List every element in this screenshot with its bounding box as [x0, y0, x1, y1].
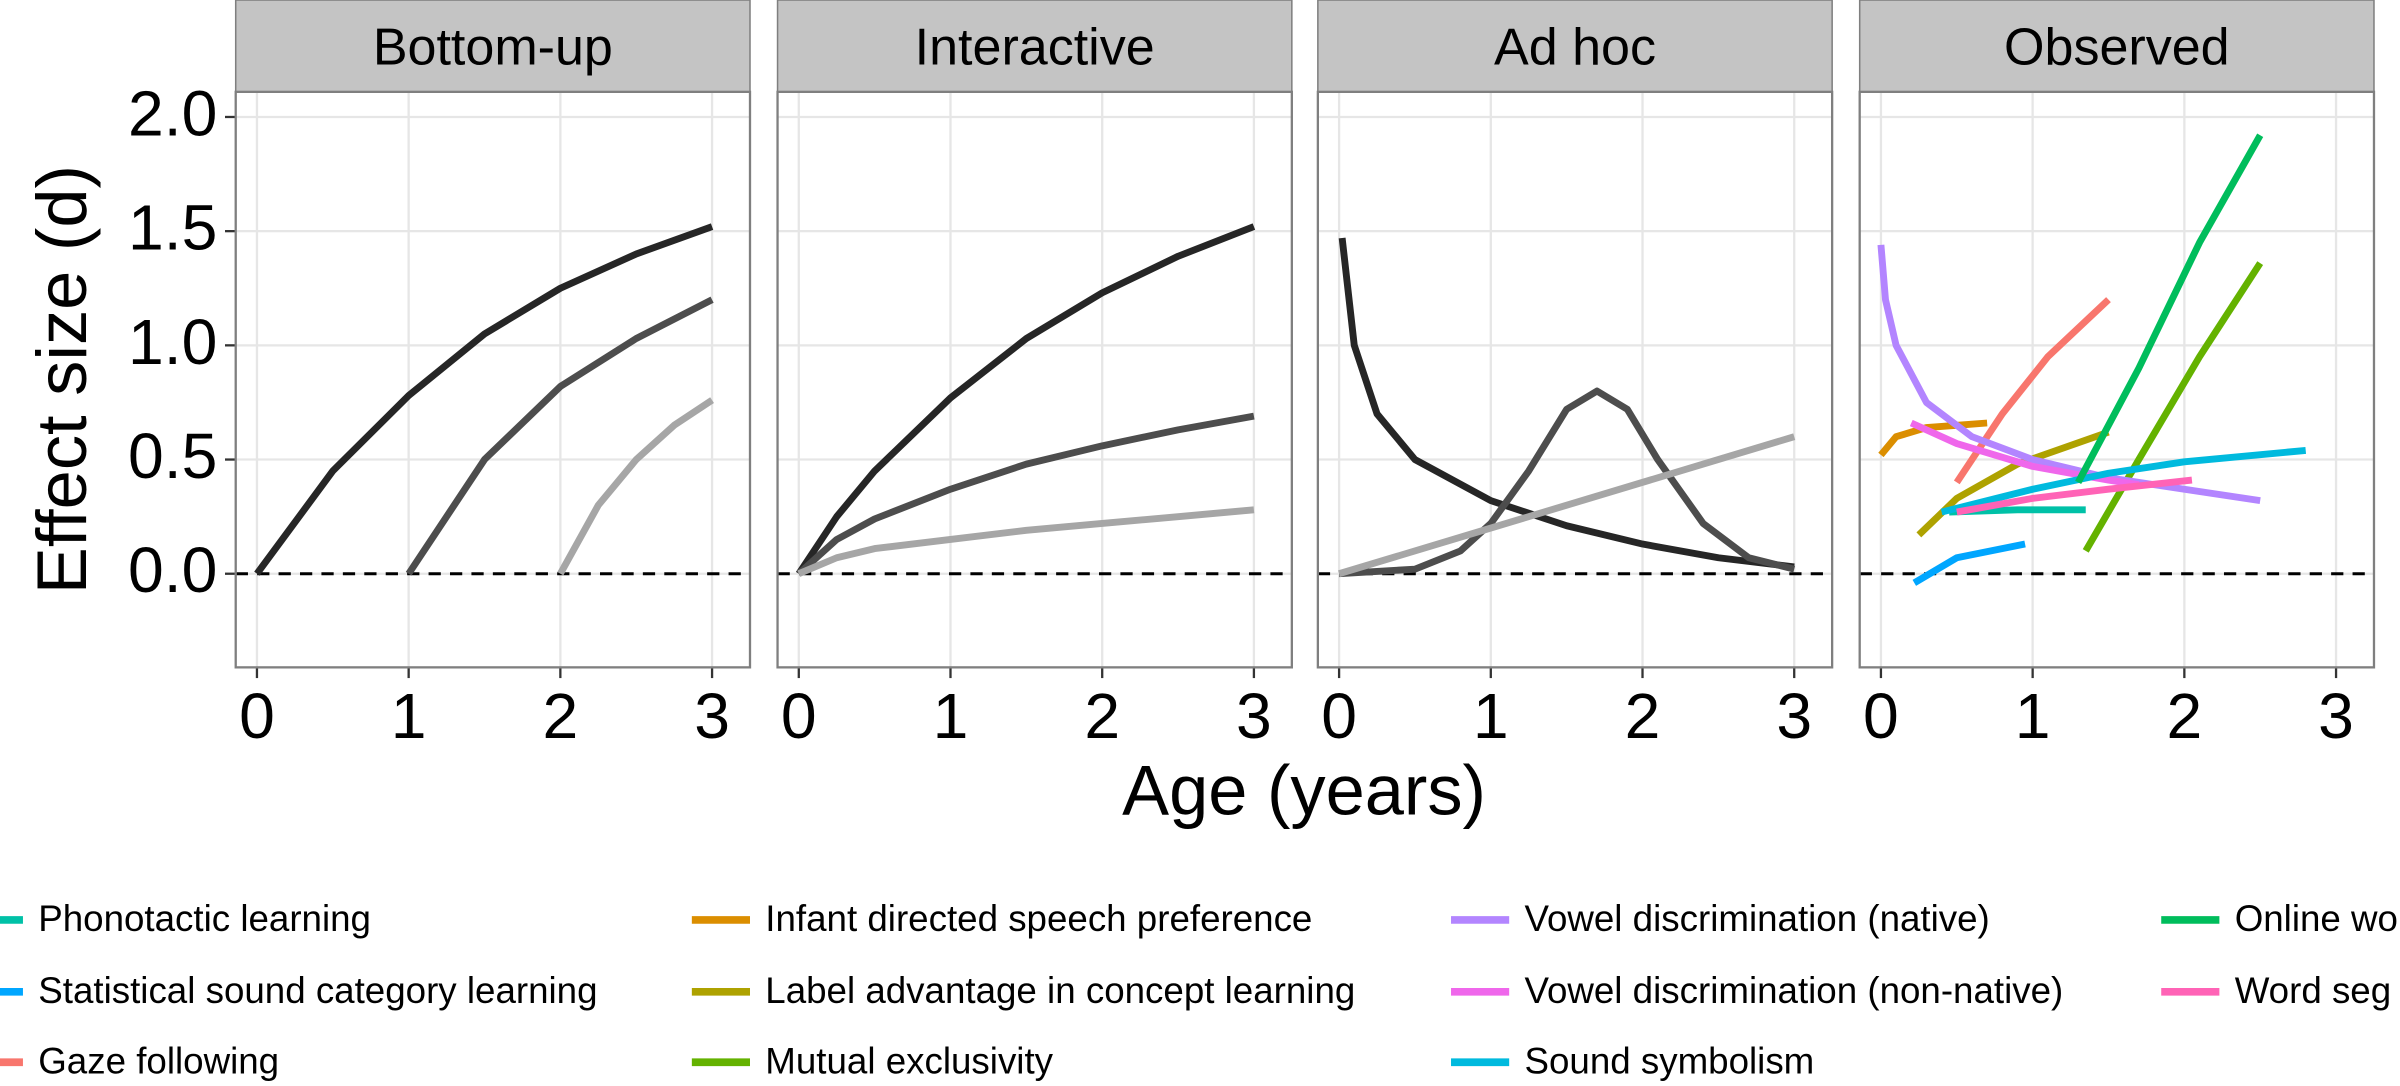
series-line: [2082, 261, 2264, 553]
facet-strip: [776, 0, 1293, 93]
x-tick-label: 2: [1625, 680, 1661, 752]
facet-title: Bottom-up: [373, 18, 613, 76]
facet-strip: [1317, 0, 1833, 93]
panel-background: [1317, 91, 1833, 668]
y-tick-label: 1.0: [128, 306, 217, 378]
series-line: [1916, 428, 2110, 538]
legend-label: Vowel discrimination (native): [1524, 898, 1989, 939]
facet-title: Interactive: [915, 18, 1155, 76]
x-tick-label: 3: [694, 680, 730, 752]
series-line: [1338, 237, 1795, 571]
series-line: [557, 397, 714, 576]
x-tick-label: 2: [1084, 680, 1120, 752]
y-tick-label: 2.0: [128, 77, 217, 149]
legend-label: Gaze following: [38, 1040, 279, 1081]
y-axis-title: Effect size (d): [22, 165, 101, 594]
panel-background: [235, 91, 750, 668]
panel-border: [1316, 90, 1834, 669]
series-line: [1338, 387, 1796, 578]
series-line: [1909, 419, 2140, 489]
x-tick-label: 2: [542, 680, 578, 752]
series-line: [795, 223, 1256, 576]
facet-title: Ad hoc: [1494, 18, 1656, 76]
facet-strip: [1858, 0, 2375, 93]
x-tick-label: 3: [1236, 680, 1272, 752]
legend-label: Vowel discrimination (non-native): [1524, 970, 2063, 1011]
x-axis-title: Age (years): [1122, 751, 1486, 830]
y-tick-label: 0.0: [128, 534, 217, 606]
series-line: [1338, 433, 1796, 578]
series-line: [1940, 446, 2307, 516]
y-tick-label: 0.5: [128, 420, 217, 492]
x-tick-label: 2: [2166, 680, 2202, 752]
x-tick-label: 0: [781, 680, 817, 752]
panel-background: [1859, 91, 2374, 668]
legend-label: Label advantage in concept learning: [765, 970, 1355, 1011]
x-tick-label: 1: [2015, 680, 2051, 752]
series-line: [797, 506, 1255, 577]
x-tick-label: 3: [1776, 680, 1812, 752]
x-tick-label: 1: [933, 680, 969, 752]
legend-label: Online wo: [2235, 898, 2398, 939]
legend-label: Phonotactic learning: [38, 898, 371, 939]
series-line: [2075, 133, 2264, 484]
x-tick-label: 0: [1321, 680, 1357, 752]
x-tick-label: 1: [391, 680, 427, 752]
panel-border: [1858, 90, 2376, 669]
panel-border: [234, 90, 752, 669]
panel-background: [777, 91, 1292, 668]
legend-label: Word seg: [2235, 970, 2391, 1011]
y-tick-label: 1.5: [128, 192, 217, 264]
x-tick-label: 1: [1473, 680, 1509, 752]
legend-label: Infant directed speech preference: [765, 898, 1312, 939]
series-line: [796, 412, 1255, 577]
legend-label: Mutual exclusivity: [765, 1040, 1053, 1081]
legend-label: Sound symbolism: [1524, 1040, 1814, 1081]
series-line: [405, 296, 714, 576]
series-line: [1956, 476, 2193, 516]
x-tick-label: 3: [2318, 680, 2354, 752]
series-line: [1912, 540, 2026, 586]
facet-strip: [234, 0, 751, 93]
legend-label: Statistical sound category learning: [38, 970, 597, 1011]
x-tick-label: 0: [1863, 680, 1899, 752]
facet-title: Observed: [2004, 18, 2230, 76]
series-line: [254, 223, 714, 576]
x-tick-label: 0: [239, 680, 275, 752]
panel-border: [776, 90, 1293, 669]
